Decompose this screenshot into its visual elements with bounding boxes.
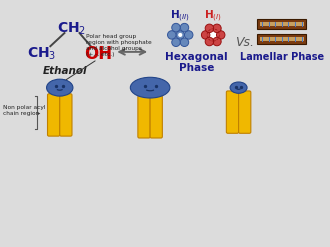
Text: Vs.: Vs.: [235, 36, 254, 49]
FancyBboxPatch shape: [150, 96, 162, 138]
Circle shape: [201, 31, 210, 39]
Circle shape: [207, 29, 219, 41]
Circle shape: [184, 31, 193, 39]
FancyBboxPatch shape: [226, 91, 239, 133]
Bar: [257, 34, 306, 44]
Text: H$_{(I)}$: H$_{(I)}$: [204, 8, 222, 24]
FancyBboxPatch shape: [60, 94, 72, 136]
Text: CH$_2$: CH$_2$: [57, 20, 86, 37]
Circle shape: [178, 33, 182, 37]
Circle shape: [172, 38, 180, 46]
Ellipse shape: [130, 77, 170, 98]
Circle shape: [216, 31, 225, 39]
Ellipse shape: [230, 82, 247, 93]
Circle shape: [205, 37, 214, 46]
Bar: [260, 37, 304, 41]
Circle shape: [205, 24, 214, 33]
FancyBboxPatch shape: [239, 91, 251, 133]
Circle shape: [168, 31, 176, 39]
Text: CH$_3$: CH$_3$: [27, 45, 56, 62]
Bar: [257, 19, 306, 29]
FancyBboxPatch shape: [48, 94, 60, 136]
Text: Polar head group
region with phosphate
and alcohol groups
(+,-, etc.): Polar head group region with phosphate a…: [63, 34, 152, 82]
Text: H$_{(II)}$: H$_{(II)}$: [170, 8, 190, 24]
Text: OH: OH: [84, 45, 113, 63]
Circle shape: [213, 24, 221, 33]
Text: Hexagonal
Phase: Hexagonal Phase: [165, 52, 228, 73]
Circle shape: [180, 23, 189, 32]
Circle shape: [176, 31, 184, 39]
Text: Non polar acyl
chain region: Non polar acyl chain region: [3, 105, 46, 116]
Text: Lamellar Phase: Lamellar Phase: [240, 52, 324, 62]
Circle shape: [172, 23, 180, 32]
FancyBboxPatch shape: [138, 96, 150, 138]
Circle shape: [180, 38, 189, 46]
Bar: [260, 22, 304, 26]
Circle shape: [213, 37, 221, 46]
Ellipse shape: [47, 79, 73, 96]
Text: Ethanol: Ethanol: [43, 66, 88, 76]
